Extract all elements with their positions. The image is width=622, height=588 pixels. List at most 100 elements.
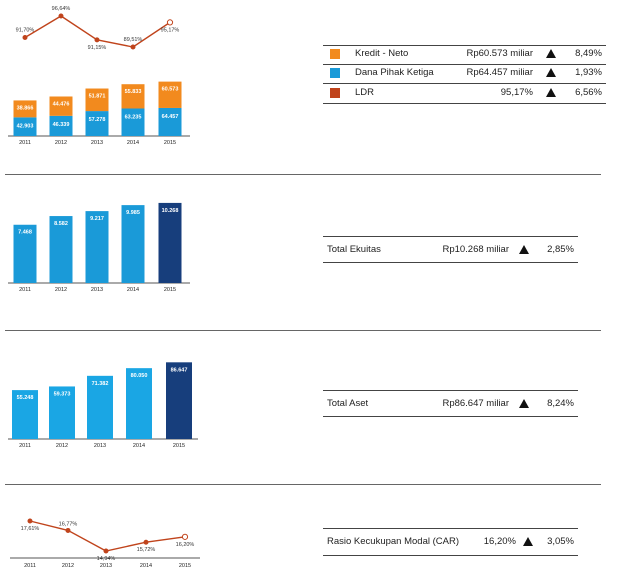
section-divider <box>5 484 601 485</box>
bar-aset <box>126 368 152 439</box>
x-tick-label: 2012 <box>55 140 67 146</box>
bar-ekuitas <box>49 216 73 283</box>
ekuitas-change: 2,85% <box>547 244 574 255</box>
dpk-value: Rp64.457 miliar <box>466 67 533 78</box>
x-tick-label: 2015 <box>179 563 191 569</box>
legend-swatch-dpk <box>330 68 340 78</box>
bar-dpk <box>49 115 73 136</box>
up-triangle-icon <box>519 245 529 254</box>
dpk-change: 1,93% <box>575 67 602 78</box>
data-label-kredit: 55.833 <box>125 89 142 95</box>
bar-aset <box>49 386 75 439</box>
table-rule <box>323 64 606 65</box>
x-tick-label: 2015 <box>173 443 185 449</box>
car-value: 16,20% <box>483 536 516 547</box>
bar-dpk <box>158 107 182 136</box>
x-tick-label: 2013 <box>91 140 103 146</box>
bar-dpk <box>85 111 109 136</box>
data-label-dpk: 42.903 <box>17 123 34 129</box>
ekuitas-chart: 7.468 2011 8.582 2012 9.217 2013 9.985 2014 10.2… <box>8 202 190 293</box>
data-label: 80.050 <box>131 373 148 379</box>
section-divider <box>5 174 601 175</box>
data-label-kredit: 51.871 <box>89 94 106 100</box>
car-change: 3,05% <box>547 536 574 547</box>
bar-ekuitas <box>158 202 182 283</box>
aset-change: 8,24% <box>547 398 574 409</box>
legend-swatch-kredit <box>330 49 340 59</box>
table-rule <box>323 528 578 529</box>
data-label-dpk: 46.339 <box>53 122 70 128</box>
ldr-label: 96,64% <box>52 6 71 12</box>
table-rule <box>323 262 578 263</box>
data-label: 86.647 <box>171 367 188 373</box>
x-tick-label: 2013 <box>91 287 103 293</box>
data-label: 59.373 <box>54 391 71 397</box>
kredit-dpk-ldr-chart: 42.903 38.866 2011 46.339 44.476 2012 57.278 51… <box>8 6 190 146</box>
ldr-change: 6,56% <box>575 87 602 98</box>
data-label-dpk: 57.278 <box>89 117 106 123</box>
table-rule <box>323 236 578 237</box>
bar-ekuitas <box>13 224 37 283</box>
table-rule <box>323 45 606 46</box>
data-label-kredit: 60.573 <box>162 87 179 93</box>
car-point <box>65 527 71 533</box>
ldr-value: 95,17% <box>500 87 533 98</box>
ldr-point <box>130 44 136 50</box>
data-label: 7.468 <box>18 230 32 236</box>
x-tick-label: 2011 <box>19 443 31 449</box>
car-chart: 17,61% 2011 16,77% 2012 14,94%2013 15,72% 2014… <box>10 518 200 569</box>
up-triangle-icon <box>523 537 533 546</box>
ldr-line <box>24 15 171 48</box>
up-triangle-icon <box>546 49 556 58</box>
x-tick-label: 2014 <box>127 287 139 293</box>
table-rule <box>323 390 578 391</box>
data-label: 71.382 <box>92 381 109 387</box>
table-rule <box>323 103 606 104</box>
x-tick-label: 2015 <box>164 287 176 293</box>
car-line <box>29 520 186 552</box>
data-label-dpk: 64.457 <box>162 114 179 120</box>
car-label: 17,61% <box>21 526 40 532</box>
ldr-label: 91,15% <box>88 45 107 51</box>
ekuitas-value: Rp10.268 miliar <box>442 244 509 255</box>
x-tick-label: 2012 <box>62 563 74 569</box>
up-triangle-icon <box>546 68 556 77</box>
car-point <box>27 518 33 524</box>
car-point <box>103 548 109 554</box>
ldr-point <box>22 34 28 40</box>
bar-aset <box>87 375 113 439</box>
car-label: 15,72% <box>137 547 156 553</box>
ldr-label: 91,70% <box>16 27 35 33</box>
x-tick-label: 2015 <box>164 140 176 146</box>
up-triangle-icon <box>546 88 556 97</box>
aset-value: Rp86.647 miliar <box>442 398 509 409</box>
car-label: Rasio Kecukupan Modal (CAR) <box>327 536 460 547</box>
x-tick-label: 2012 <box>56 443 68 449</box>
x-tick-label: 2014 <box>140 563 152 569</box>
bar-kredit <box>158 81 182 108</box>
bar-dpk <box>13 117 37 136</box>
section-divider <box>5 330 601 331</box>
kredit-label: Kredit - Neto <box>355 48 409 59</box>
data-label-kredit: 44.476 <box>53 101 70 107</box>
ldr-label: 95,17% <box>161 27 180 33</box>
legend-swatch-ldr <box>330 88 340 98</box>
x-tick-label: 2013 <box>100 563 112 569</box>
car-point <box>181 533 189 540</box>
ldr-label: 89,51% <box>124 37 143 43</box>
bar-ekuitas <box>85 211 109 283</box>
bar-kredit <box>85 88 109 112</box>
car-label: 16,20% <box>176 542 195 548</box>
car-label: 16,77% <box>59 521 78 527</box>
data-label-kredit: 38.866 <box>17 105 34 111</box>
data-label: 9.985 <box>126 210 140 216</box>
data-label: 8.582 <box>54 221 68 227</box>
table-rule <box>323 416 578 417</box>
aset-chart: 55.248 2011 59.373 2012 71.382 2013 80.050 2014… <box>8 362 198 449</box>
bar-kredit <box>13 100 37 118</box>
aset-label: Total Aset <box>327 398 369 409</box>
ldr-point <box>166 19 174 26</box>
ldr-label: LDR <box>355 87 375 98</box>
x-tick-label: 2013 <box>94 443 106 449</box>
dpk-label: Dana Pihak Ketiga <box>355 67 434 78</box>
